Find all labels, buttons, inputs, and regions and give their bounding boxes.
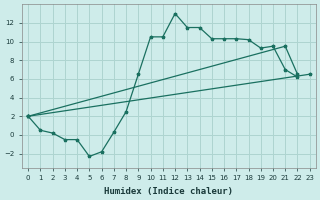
X-axis label: Humidex (Indice chaleur): Humidex (Indice chaleur) bbox=[104, 187, 234, 196]
